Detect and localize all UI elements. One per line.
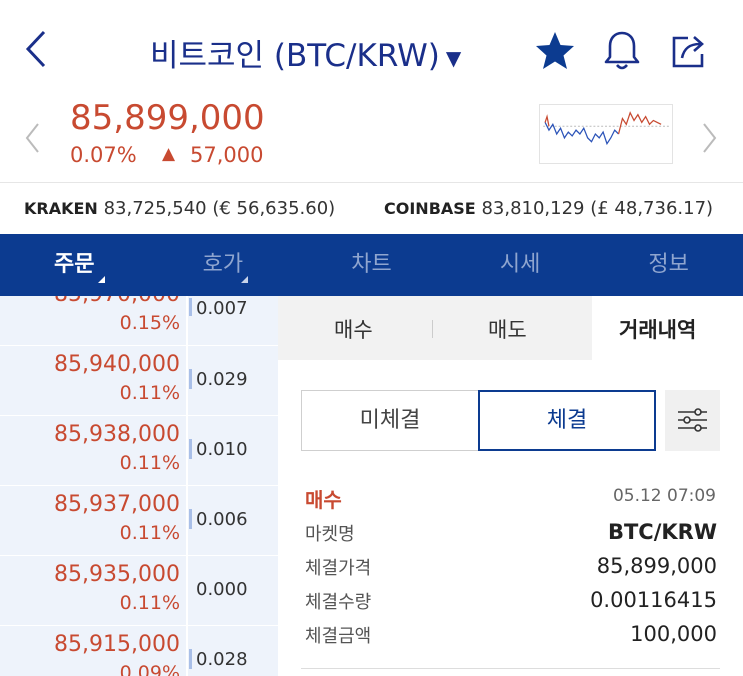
corner-triangle-icon: [240, 276, 248, 283]
exchange-name: COINBASE: [384, 199, 476, 218]
ask-price: 85,938,000: [54, 422, 180, 447]
exchange-coinbase: COINBASE 83,810,129 (£ 48,736.17): [384, 198, 713, 219]
trade-time: 05.12 07:09: [612, 486, 716, 506]
bell-icon[interactable]: [600, 28, 644, 72]
ask-percent: 0.11%: [119, 452, 180, 474]
ask-price: 85,915,000: [54, 632, 180, 657]
detail-value: 85,899,000: [596, 554, 717, 578]
price-sparkline[interactable]: [539, 104, 673, 164]
ask-percent: 0.11%: [119, 522, 180, 544]
chevron-down-icon: ▼: [445, 45, 462, 70]
ask-percent: 0.09%: [119, 662, 180, 676]
ask-price: 85,937,000: [54, 492, 180, 517]
exchange-name: KRAKEN: [24, 199, 98, 218]
volume-bar: [189, 439, 192, 459]
exchange-value: 83,810,129 (£ 48,736.17): [481, 198, 714, 219]
tab-label: 주문: [54, 252, 95, 277]
tab-label: 차트: [351, 252, 392, 277]
main-tabs: 주문 호가 차트 시세 정보: [0, 234, 743, 296]
detail-label: 체결금액: [305, 626, 372, 647]
detail-value: 100,000: [630, 622, 717, 646]
subtab-buy[interactable]: 매수: [334, 318, 373, 342]
ask-price: 85,970,000: [54, 296, 180, 307]
change-amount: 57,000: [190, 143, 264, 167]
tab-quotes[interactable]: 시세: [446, 234, 595, 296]
tab-order[interactable]: 주문: [0, 234, 149, 296]
filter-icon: [678, 408, 707, 432]
trade-type: 매수: [305, 488, 342, 512]
trade-subtabs: 매수 매도 거래내역: [278, 296, 743, 360]
page-title: 비트코인 (BTC/KRW): [150, 38, 440, 74]
change-percent: 0.07%: [70, 143, 137, 167]
share-icon[interactable]: [668, 28, 712, 72]
volume-bar: [189, 298, 192, 316]
ask-quantity: 0.006: [196, 509, 248, 530]
tab-label: 호가: [202, 252, 244, 277]
ask-quantity: 0.010: [196, 439, 248, 460]
next-icon[interactable]: [698, 120, 720, 156]
detail-value: 0.00116415: [590, 588, 717, 612]
order-book-row[interactable]: 85,935,000 0.11% 0.000: [0, 556, 278, 626]
volume-bar: [189, 649, 192, 669]
detail-value: BTC/KRW: [607, 520, 717, 544]
tab-chart[interactable]: 차트: [297, 234, 446, 296]
detail-label: 마켓명: [305, 524, 355, 545]
detail-label: 체결가격: [305, 558, 372, 579]
order-book-row[interactable]: 85,940,000 0.11% 0.029: [0, 346, 278, 416]
star-icon[interactable]: [533, 30, 577, 72]
tab-info[interactable]: 정보: [594, 234, 743, 296]
ask-percent: 0.15%: [119, 312, 180, 334]
subtab-history[interactable]: 거래내역: [619, 318, 697, 342]
trade-panel: 매수 매도 거래내역 미체결 체결 매수 05.12 07:09 마켓명 BTC…: [278, 296, 743, 676]
segment-unfilled[interactable]: 미체결: [301, 390, 478, 451]
ask-quantity: 0.007: [196, 298, 248, 319]
ask-price: 85,940,000: [54, 352, 180, 377]
segment-filled[interactable]: 체결: [478, 390, 656, 451]
tab-orderbook[interactable]: 호가: [149, 234, 298, 296]
current-price: 85,899,000: [70, 98, 265, 138]
ask-percent: 0.11%: [119, 592, 180, 614]
coin-selector[interactable]: 비트코인 (BTC/KRW) ▼: [150, 30, 461, 75]
subtab-sell[interactable]: 매도: [488, 318, 527, 342]
exchange-strip: KRAKEN 83,725,540 (€ 56,635.60) COINBASE…: [0, 182, 743, 234]
up-arrow-icon: ▲: [162, 144, 176, 164]
order-book-row[interactable]: 85,970,000 0.15% 0.007: [0, 296, 278, 346]
tab-label: 시세: [499, 252, 541, 277]
volume-bar: [189, 509, 192, 529]
corner-triangle-icon: [98, 276, 105, 283]
ask-quantity: 0.000: [196, 579, 248, 600]
order-book[interactable]: 85,970,000 0.15% 0.007 85,940,000 0.11% …: [0, 296, 278, 676]
divider: [301, 668, 720, 669]
top-bar: 비트코인 (BTC/KRW) ▼: [0, 0, 743, 96]
order-book-row[interactable]: 85,915,000 0.09% 0.028: [0, 626, 278, 676]
prev-icon[interactable]: [22, 120, 44, 156]
ask-percent: 0.11%: [119, 382, 180, 404]
active-subtab-background: [592, 296, 743, 360]
ask-price: 85,935,000: [54, 562, 180, 587]
tab-label: 정보: [648, 252, 689, 277]
subtab-divider: [432, 320, 433, 338]
back-icon[interactable]: [22, 28, 52, 70]
detail-label: 체결수량: [305, 592, 372, 613]
volume-bar: [189, 369, 192, 389]
price-section: 85,899,000 0.07% ▲ 57,000: [0, 96, 743, 182]
ask-quantity: 0.028: [196, 649, 248, 670]
column-divider: [186, 296, 188, 676]
order-book-row[interactable]: 85,938,000 0.11% 0.010: [0, 416, 278, 486]
exchange-value: 83,725,540 (€ 56,635.60): [103, 198, 336, 219]
order-book-row[interactable]: 85,937,000 0.11% 0.006: [0, 486, 278, 556]
filter-button[interactable]: [665, 390, 720, 451]
ask-quantity: 0.029: [196, 369, 248, 390]
exchange-kraken: KRAKEN 83,725,540 (€ 56,635.60): [24, 198, 335, 219]
